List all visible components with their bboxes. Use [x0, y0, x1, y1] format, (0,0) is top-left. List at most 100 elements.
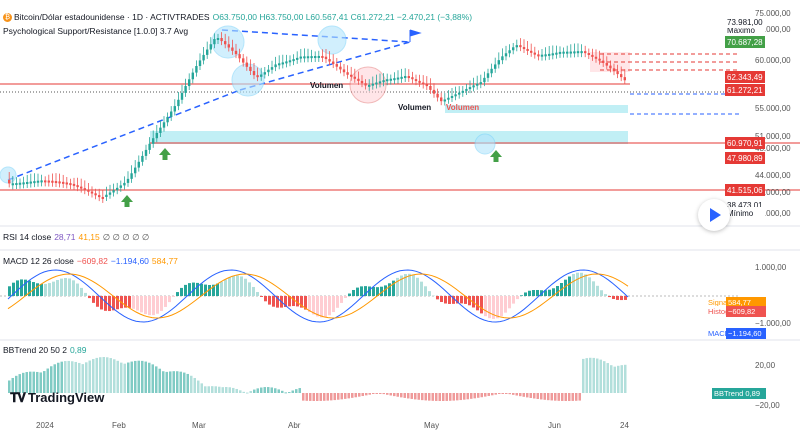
bbtrend-bar	[354, 393, 357, 398]
macd-histogram-bar	[84, 292, 87, 296]
price-tag: 47.980,89	[727, 154, 763, 163]
bbtrend-bar	[109, 358, 112, 393]
bbtrend-bar	[431, 393, 434, 401]
macd-histogram-bar	[260, 296, 263, 297]
bbtrend-bar	[102, 357, 105, 393]
bbtrend-bar	[414, 393, 417, 400]
candle-body	[479, 82, 482, 85]
candle-body	[569, 51, 572, 54]
macd-histogram-bar	[72, 280, 75, 296]
candle-body	[18, 182, 22, 185]
candle-body	[332, 61, 335, 65]
macd-tag-value-bg	[726, 328, 766, 339]
bbtrend-bar	[190, 375, 193, 393]
macd-histogram-bar	[460, 296, 463, 304]
candle-body	[101, 196, 104, 199]
bbtrend-bar	[134, 360, 137, 393]
macd-histogram-bar	[208, 285, 211, 296]
candle-body	[533, 52, 536, 55]
bbtrend-bar	[592, 357, 595, 393]
macd-histogram-bar	[468, 296, 471, 306]
macd-histogram-bar	[496, 296, 499, 319]
bbtrend-bar	[95, 357, 98, 393]
macd-histogram-bar	[336, 296, 339, 308]
macd-histogram-bar	[416, 277, 419, 296]
bbtrend-bar	[305, 393, 308, 401]
bbtrend-bar	[267, 387, 270, 393]
up-arrow-icon	[159, 148, 171, 160]
candle-body	[83, 188, 86, 191]
macd-histogram-bar	[476, 296, 479, 311]
macd-line	[7, 269, 629, 323]
macd-tag-value: 584,77	[728, 298, 751, 307]
tv-logo-icon: 𝐓𝐕	[10, 390, 26, 405]
bbtrend-bar	[463, 393, 466, 400]
support-zone-small	[445, 105, 628, 113]
macd-histogram-bar	[272, 296, 275, 307]
rsi-legend[interactable]: RSI 14 close 28,71 41,15 ∅ ∅ ∅ ∅ ∅	[3, 232, 150, 242]
macd-histogram-bar	[592, 281, 595, 296]
candle-body	[602, 60, 605, 63]
candle-body	[551, 53, 554, 56]
price-tag-bg	[725, 152, 765, 164]
candle-body	[180, 92, 184, 100]
bbtrend-bar	[74, 361, 77, 393]
candle-body	[468, 87, 472, 90]
candle-body	[512, 47, 515, 51]
indicator-legend[interactable]: Psychological Support/Resistance [1.0.0]…	[3, 26, 189, 36]
macd-histogram-bar	[40, 283, 43, 296]
candle-body	[454, 94, 457, 97]
macd-histogram-bar	[488, 296, 491, 319]
bbtrend-bar	[239, 390, 242, 393]
scroll-to-realtime-button[interactable]	[698, 199, 730, 231]
bbtrend-bar	[561, 393, 564, 401]
price-tag: 41.515,06	[727, 186, 763, 195]
bbtrend-bar	[326, 393, 329, 401]
macd-histogram-bar	[132, 296, 135, 309]
macd-histogram-bar	[504, 296, 507, 313]
macd-histogram-bar	[8, 286, 11, 296]
price-tag-bg	[725, 71, 765, 83]
bbtrend-bar	[519, 393, 522, 397]
macd-histogram-bar	[104, 296, 107, 311]
macd-legend[interactable]: MACD 12 26 close −609,82 −1.194,60 584,77	[3, 256, 178, 266]
candle-body	[22, 182, 25, 185]
x-tick-label: Feb	[112, 421, 126, 430]
bbtrend-bar	[200, 383, 203, 393]
candle-body	[119, 185, 122, 188]
candle-body	[407, 76, 410, 79]
bbtrend-legend[interactable]: BBTrend 20 50 2 0,89	[3, 345, 87, 355]
bbtrend-bar	[85, 362, 88, 393]
macd-histogram-bar	[44, 283, 47, 296]
candle-body	[414, 79, 418, 82]
macd-histogram-bar	[580, 272, 583, 296]
candle-body	[263, 72, 266, 75]
y-tick-label: 55.000,00	[755, 104, 791, 113]
macd-histogram-bar	[284, 296, 287, 308]
macd-histogram-bar	[472, 296, 475, 308]
bbtrend-bar	[564, 393, 567, 401]
macd-histogram-bar	[360, 286, 363, 296]
price-tag: 62.343,49	[727, 73, 763, 82]
candle-body	[508, 50, 511, 54]
macd-histogram-bar	[624, 296, 627, 300]
bbtrend-bar	[417, 393, 420, 400]
candle-body	[296, 57, 299, 60]
bbtrend-bar	[53, 364, 56, 393]
bbtrend-bar	[169, 371, 172, 393]
candle-body	[267, 69, 270, 73]
bbtrend-bar	[393, 393, 396, 397]
candle-body	[339, 66, 342, 70]
macd-histogram-bar	[296, 296, 299, 307]
support-zone	[150, 131, 628, 144]
candle-body	[76, 185, 79, 188]
bbtrend-bar	[557, 393, 560, 401]
bbtrend-bar	[137, 360, 140, 393]
highlight-circle	[231, 63, 265, 97]
macd-histogram-bar	[420, 281, 423, 296]
candle-body	[335, 64, 338, 67]
play-icon	[710, 208, 721, 222]
macd-histogram-bar	[236, 275, 239, 296]
macd-histogram-bar	[20, 279, 23, 296]
